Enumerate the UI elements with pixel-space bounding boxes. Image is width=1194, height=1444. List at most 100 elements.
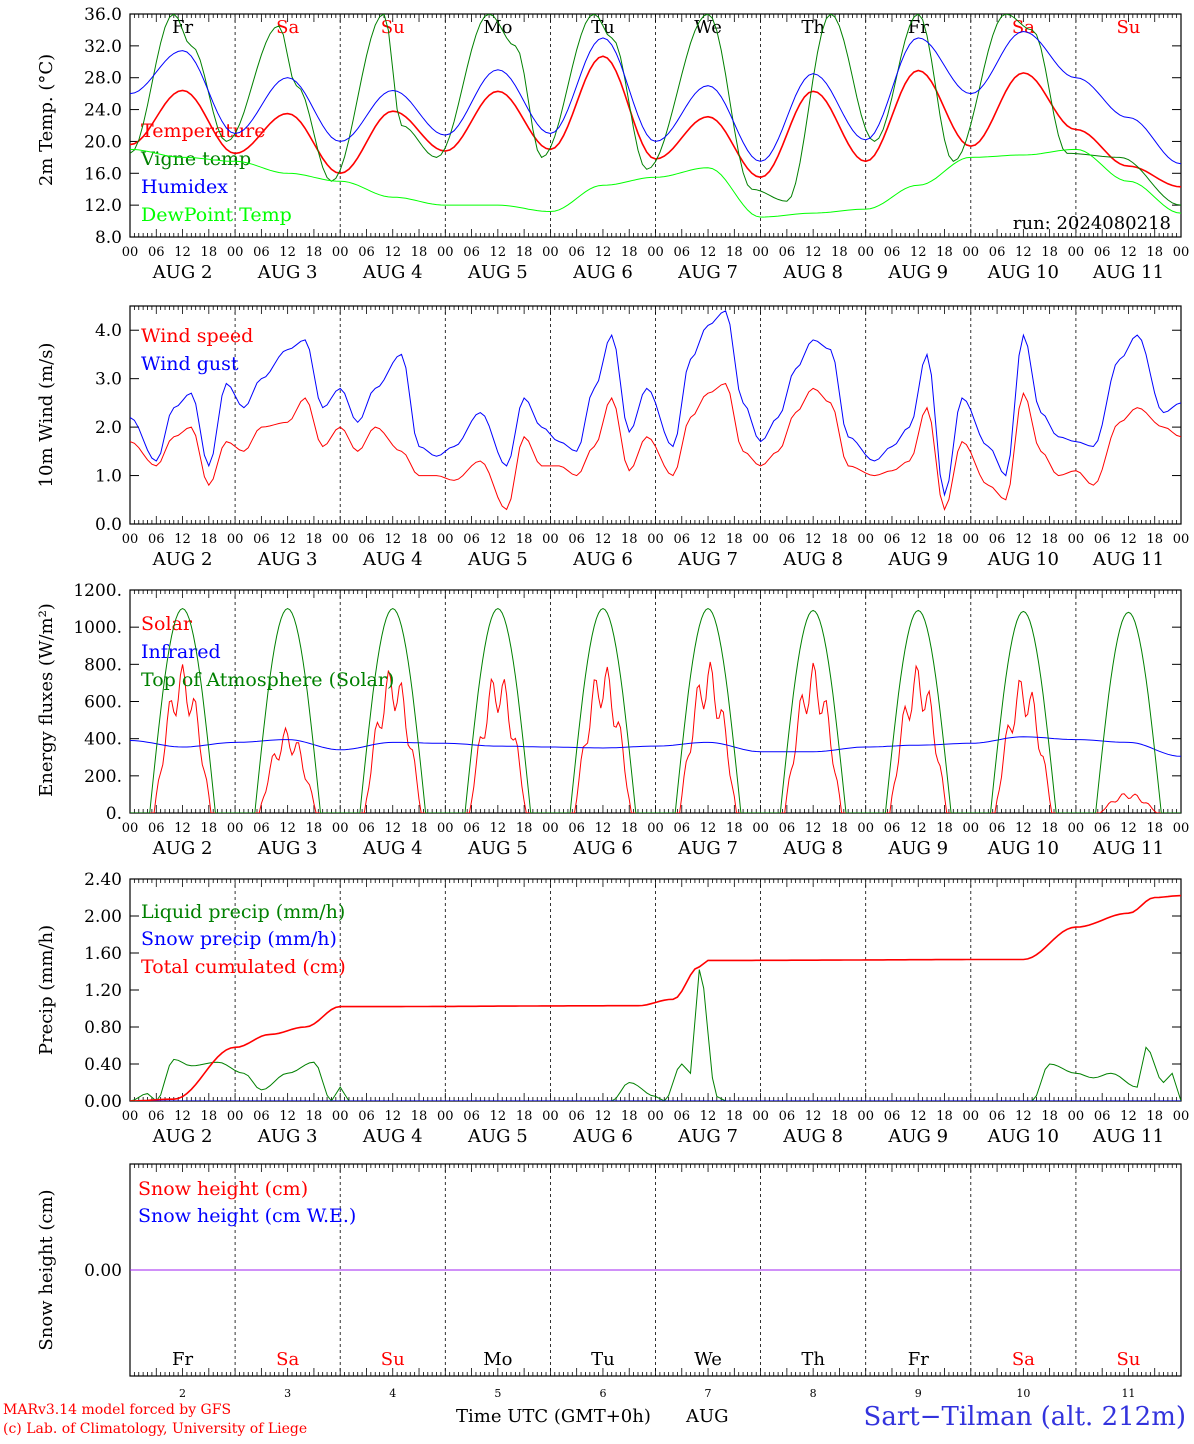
hour-label: 12	[595, 532, 612, 547]
hour-label: 12	[174, 532, 191, 547]
hour-label: 00	[1068, 1109, 1085, 1124]
day-number: 2	[179, 1387, 186, 1400]
weekday-label: Su	[1116, 17, 1140, 38]
date-label: AUG 8	[782, 838, 843, 859]
hour-label: 12	[910, 1109, 927, 1124]
series-line	[130, 382, 1181, 511]
hour-label: 06	[674, 532, 691, 547]
hour-label: 18	[726, 532, 743, 547]
y-tick-label: 8.0	[95, 228, 122, 248]
hour-label: 06	[779, 821, 796, 836]
y-tick-label: 1200.	[73, 581, 122, 601]
date-label: AUG 6	[572, 838, 633, 859]
hour-label: 06	[463, 532, 480, 547]
series-line	[130, 148, 1181, 218]
hour-label: 18	[726, 245, 743, 260]
hour-label: 06	[884, 245, 901, 260]
hour-label: 12	[174, 821, 191, 836]
hour-label: 00	[437, 532, 454, 547]
hour-label: 18	[516, 821, 533, 836]
hour-label: 06	[463, 821, 480, 836]
hour-label: 00	[1173, 821, 1190, 836]
hour-label: 06	[253, 821, 270, 836]
time-ticks	[129, 14, 1182, 237]
series-line	[130, 14, 1181, 206]
hour-label: 06	[253, 1109, 270, 1124]
weekday-label: Fr	[908, 1349, 929, 1370]
y-tick-label: 0.80	[84, 1018, 122, 1038]
y-tick-label: 0.	[106, 804, 122, 824]
hour-label: 06	[463, 1109, 480, 1124]
legend-entry: Wind speed	[141, 325, 253, 347]
hour-label: 00	[1068, 245, 1085, 260]
date-label: AUG 9	[887, 262, 948, 283]
hour-label: 18	[516, 245, 533, 260]
y-tick-label: 0.00	[84, 1092, 122, 1112]
hour-label: 12	[174, 245, 191, 260]
hour-label: 12	[700, 821, 717, 836]
hour-label: 00	[1173, 532, 1190, 547]
y-tick-label: 1.60	[84, 944, 122, 964]
hour-label: 00	[752, 245, 769, 260]
y-tick-label: 2.40	[84, 870, 122, 890]
hour-label: 00	[542, 1109, 559, 1124]
hour-label: 12	[805, 532, 822, 547]
date-label: AUG 11	[1092, 1126, 1164, 1147]
hour-label: 18	[1146, 821, 1163, 836]
y-tick-label: 4.0	[95, 321, 122, 341]
date-label: AUG 5	[467, 549, 528, 570]
date-label: AUG 10	[987, 838, 1059, 859]
series-line	[130, 310, 1181, 497]
hour-label: 06	[358, 532, 375, 547]
date-label: AUG 5	[467, 838, 528, 859]
hour-label: 12	[1120, 532, 1137, 547]
hour-label: 18	[936, 1109, 953, 1124]
hour-label: 12	[1015, 1109, 1032, 1124]
hour-label: 18	[201, 245, 218, 260]
legend-entry: Liquid precip (mm/h)	[141, 901, 345, 923]
hour-label: 06	[884, 821, 901, 836]
day-number: 5	[494, 1387, 501, 1400]
hour-label: 00	[542, 821, 559, 836]
weekday-label: We	[694, 1349, 722, 1370]
date-label: AUG 8	[782, 549, 843, 570]
date-label: AUG 2	[152, 262, 213, 283]
legend-entry: Total cumulated (cm)	[141, 956, 346, 978]
hour-label: 12	[1120, 245, 1137, 260]
date-label: AUG 7	[677, 1126, 738, 1147]
hour-label: 06	[568, 821, 585, 836]
hour-label: 12	[595, 821, 612, 836]
legend-entry: Top of Atmosphere (Solar)	[141, 669, 394, 691]
date-label: AUG 9	[887, 1126, 948, 1147]
weekday-label: Su	[381, 1349, 405, 1370]
hour-label: 12	[595, 245, 612, 260]
weekday-label: Su	[1116, 1349, 1140, 1370]
hour-label: 12	[700, 1109, 717, 1124]
hour-label: 00	[437, 245, 454, 260]
hour-label: 18	[1041, 532, 1058, 547]
legend-entry: Temperature	[141, 120, 265, 142]
y-tick-label: 0.00	[84, 1261, 122, 1281]
hour-label: 18	[306, 821, 323, 836]
hour-label: 18	[726, 1109, 743, 1124]
legend-entry: DewPoint Temp	[141, 204, 292, 226]
day-number: 8	[810, 1387, 817, 1400]
hour-label: 18	[621, 245, 638, 260]
legend-entry: Snow height (cm)	[138, 1178, 308, 1200]
y-tick-label: 32.0	[84, 37, 122, 57]
hour-label: 18	[831, 532, 848, 547]
date-label: AUG 11	[1092, 262, 1164, 283]
weekday-label: Sa	[276, 1349, 299, 1370]
series-line	[130, 736, 1181, 757]
hour-label: 18	[831, 245, 848, 260]
hour-label: 06	[148, 532, 165, 547]
hour-label: 00	[857, 532, 874, 547]
hour-label: 12	[1015, 821, 1032, 836]
hour-label: 00	[857, 1109, 874, 1124]
time-ticks	[129, 879, 1182, 1101]
hour-label: 00	[542, 245, 559, 260]
hour-label: 06	[989, 821, 1006, 836]
date-label: AUG 7	[677, 838, 738, 859]
date-label: AUG 11	[1092, 838, 1164, 859]
date-label: AUG 7	[677, 549, 738, 570]
